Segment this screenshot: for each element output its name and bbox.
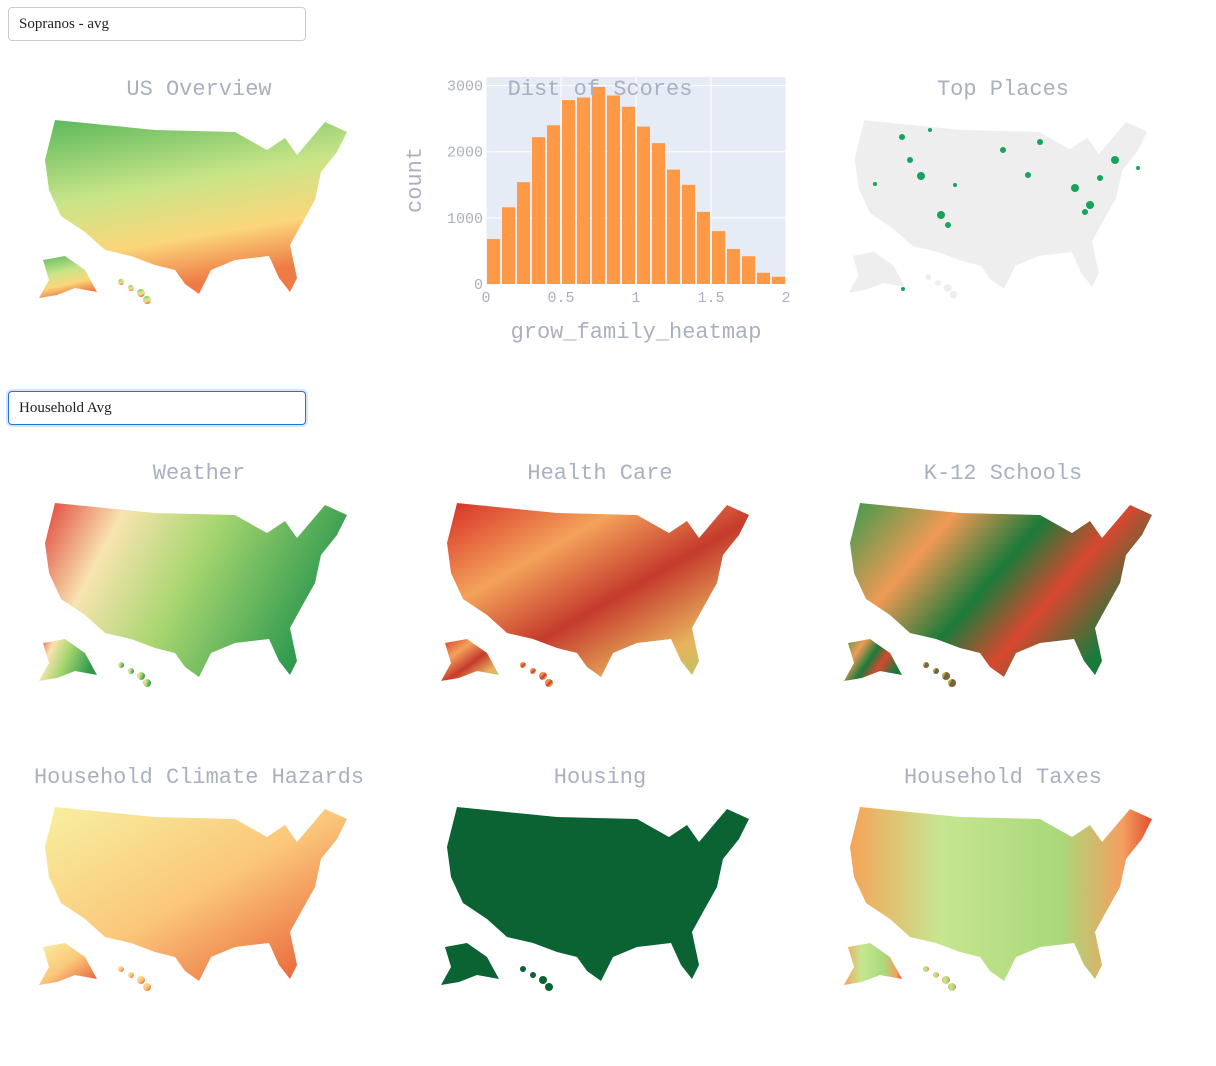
bar — [727, 248, 740, 284]
map-title: Weather — [153, 461, 245, 486]
bar — [697, 211, 710, 284]
y-tick-label: 2000 — [447, 145, 483, 162]
bar — [592, 86, 605, 284]
dropdown[interactable]: Sopranos - avg — [8, 7, 306, 41]
map-title: Household Climate Hazards — [34, 765, 364, 790]
y-axis-label: count — [403, 147, 428, 213]
bar — [757, 272, 770, 284]
y-tick-label: 1000 — [447, 211, 483, 228]
bar — [487, 239, 500, 284]
map-health-care — [441, 503, 749, 687]
bar — [652, 143, 665, 284]
bar — [682, 184, 695, 284]
map-top-places — [848, 120, 1148, 299]
map-title: Health Care — [527, 461, 672, 486]
map-title: K-12 Schools — [924, 461, 1082, 486]
x-axis-label: grow_family_heatmap — [511, 320, 762, 345]
x-tick-label: 0 — [481, 290, 490, 307]
y-tick-label: 3000 — [447, 79, 483, 96]
bar — [622, 106, 635, 285]
bar — [742, 256, 755, 284]
y-tick-label: 0 — [474, 277, 483, 294]
dropdown[interactable]: Household Avg — [8, 391, 306, 425]
map-climate-hazards — [39, 807, 347, 991]
map-taxes — [844, 807, 1152, 991]
bar — [772, 276, 785, 284]
map-weather — [39, 503, 347, 687]
bar — [517, 182, 530, 284]
map-title: Housing — [554, 765, 646, 790]
bar — [502, 207, 515, 284]
bar — [532, 137, 545, 284]
x-tick-label: 0.5 — [547, 290, 574, 307]
bar — [637, 126, 650, 284]
bar — [712, 231, 725, 284]
x-tick-label: 1.5 — [697, 290, 724, 307]
map-title: Household Taxes — [904, 765, 1102, 790]
map-k12 — [844, 503, 1152, 687]
bar — [607, 95, 620, 284]
bar — [562, 100, 575, 284]
histogram: 0 1000 2000 3000 0 0.5 1 1.5 2 — [447, 77, 791, 307]
map-title: US Overview — [126, 77, 271, 102]
chart-title: Dist of Scores — [508, 77, 693, 102]
x-tick-label: 1 — [631, 290, 640, 307]
bar — [577, 97, 590, 285]
map-housing — [441, 807, 749, 991]
map-us-overview — [39, 120, 347, 304]
bar — [547, 125, 560, 284]
map-title: Top Places — [937, 77, 1069, 102]
top-place-dots — [873, 128, 1140, 291]
x-tick-label: 2 — [781, 290, 790, 307]
bar — [667, 169, 680, 284]
